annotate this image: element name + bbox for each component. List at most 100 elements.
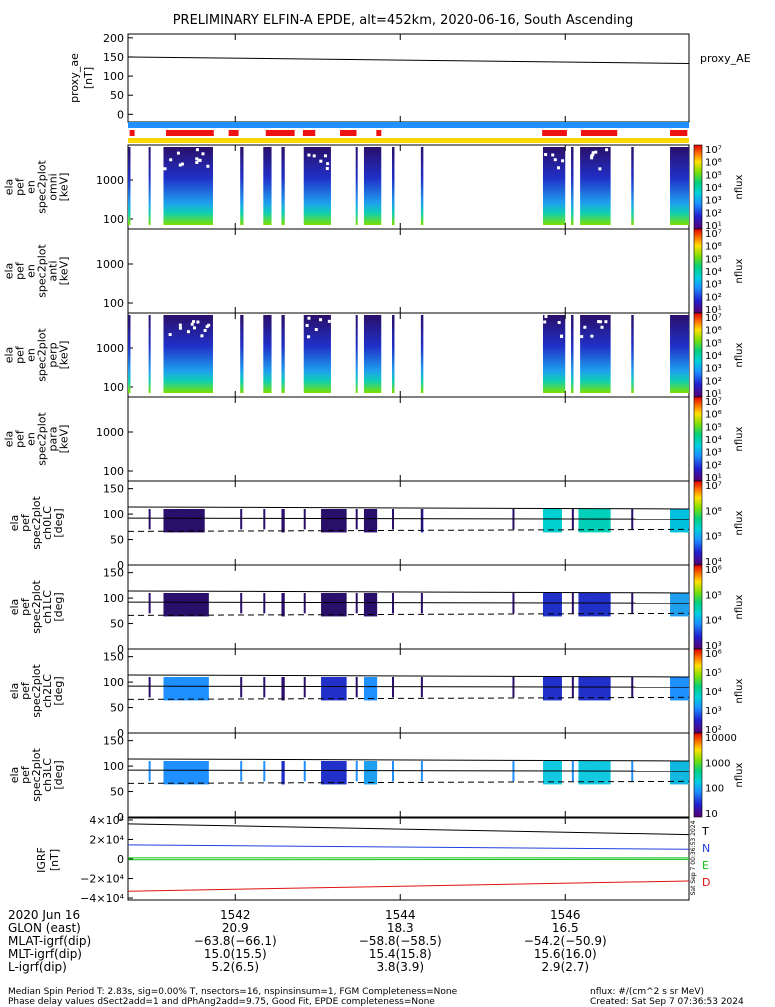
energy-panel-1-flux-block [263, 147, 271, 225]
energy-panel-1-speckle [605, 148, 608, 151]
pa-panel-3-colorbar-tick: 10⁵ [705, 668, 722, 679]
energy-panel-1-colorbar-tick: 10⁴ [705, 183, 722, 194]
energy-panel-3-speckle [179, 324, 182, 327]
energy-panel-3-flux-block [240, 315, 243, 393]
pa-panel-1-ytick-label: 150 [103, 483, 124, 496]
proxy-ae-ytick-label: 50 [110, 89, 124, 102]
igrf-ytick-label: −2×10⁴ [80, 873, 124, 886]
xaxis-row-value: 5.2(6.5) [211, 960, 259, 974]
pa-panel-4-colorbar-label: nflux [734, 762, 745, 787]
energy-panel-2-colorbar [694, 229, 702, 313]
energy-panel-1-speckle [551, 153, 554, 156]
energy-panel-3-speckle [544, 315, 547, 318]
energy-panel-1-colorbar-tick: 10⁶ [705, 158, 722, 169]
energy-panel-1-ytick-label: 100 [103, 213, 124, 226]
pa-panel-1-flux-line [240, 509, 242, 529]
igrf-T-line [128, 824, 689, 835]
pa-panel-2-flux-block [578, 593, 610, 616]
footer-right-2: Created: Sat Sep 7 07:36:53 2024 [590, 997, 744, 1007]
energy-panel-3-flux-block [128, 315, 130, 393]
energy-panel-4-colorbar-label: nflux [734, 426, 745, 451]
pa-panel-4-colorbar-tick: 100 [705, 784, 724, 795]
pa-panel-3-ytick-label: 100 [103, 676, 124, 689]
energy-panel-3-speckle [169, 333, 172, 336]
red-interval-bar [670, 130, 687, 136]
energy-panel-1-speckle [195, 157, 198, 160]
igrf-D-line [128, 881, 689, 891]
energy-panel-1-flux-block [571, 147, 573, 225]
igrf-T-legend: T [701, 825, 709, 838]
pa-panel-3-flux-line [263, 677, 265, 697]
pa-panel-1-flux-line [392, 509, 394, 529]
energy-panel-3-colorbar [694, 313, 702, 397]
energy-panel-4-colorbar [694, 397, 702, 481]
pa-panel-3-ylabel-line: [deg] [52, 676, 65, 705]
energy-panel-3-speckle [204, 329, 207, 332]
energy-panel-3-speckle [207, 324, 210, 327]
energy-panel-3-speckle [200, 334, 203, 337]
pa-panel-2-flux-line [263, 593, 265, 613]
pa-panel-3-flux-block [163, 677, 208, 700]
energy-panel-2-colorbar-tick: 10² [705, 292, 722, 303]
energy-panel-1-speckle [206, 165, 209, 168]
energy-panel-1-flux-block [631, 147, 633, 225]
pa-panel-1-ytick-label: 50 [110, 534, 124, 547]
xaxis-row-value: 16.5 [552, 921, 579, 935]
energy-panel-1-speckle [554, 158, 557, 161]
energy-panel-1-colorbar [694, 145, 702, 229]
energy-panel-3-flux-block [163, 315, 213, 393]
pa-panel-4-flux-block [364, 761, 377, 784]
pa-panel-2-colorbar-tick: 10⁶ [705, 565, 722, 576]
pa-panel-2-ylabel-line: [deg] [52, 592, 65, 621]
pa-panel-1-flux-line [304, 509, 306, 529]
xaxis-row-value: 2.9(2.7) [541, 960, 589, 974]
pa-panel-1-flux-block [163, 509, 204, 532]
energy-panel-1-speckle [591, 153, 594, 156]
energy-panel-3-speckle [543, 320, 546, 323]
energy-panel-3-colorbar-label: nflux [734, 342, 745, 367]
energy-panel-2-frame [128, 229, 689, 313]
energy-panel-2-colorbar-label: nflux [734, 258, 745, 283]
pa-panel-3-upper-boundary [128, 675, 689, 677]
energy-panel-3-speckle [187, 330, 190, 333]
energy-panel-1-speckle [324, 154, 327, 157]
energy-panel-2-colorbar-tick: 10³ [705, 280, 722, 291]
energy-panel-3-ytick-label: 100 [103, 381, 124, 394]
proxy-ae-ytick-label: 100 [103, 70, 124, 83]
pa-panel-2-colorbar-tick: 10⁴ [705, 616, 722, 627]
energy-panel-3-colorbar-tick: 10⁴ [705, 351, 722, 362]
energy-panel-1-speckle [313, 154, 316, 157]
energy-panel-3-ylabel-line: [keV] [58, 341, 71, 370]
xaxis-row-value: 1542 [220, 908, 251, 922]
igrf-N-legend: N [702, 842, 710, 855]
energy-panel-1-colorbar-tick: 10⁵ [705, 170, 722, 181]
energy-panel-1-flux-block [149, 147, 151, 225]
pa-panel-2-flux-line [304, 593, 306, 613]
proxy-ae-series-line [128, 57, 689, 64]
energy-panel-3-speckle [193, 326, 196, 329]
pa-panel-3-colorbar-tick: 10⁶ [705, 649, 722, 660]
proxy-ae-ylabel-1: proxy_ae [68, 53, 81, 103]
pa-panel-3-colorbar [694, 649, 702, 733]
energy-panel-3-speckle [580, 335, 583, 338]
figure-title: PRELIMINARY ELFIN-A EPDE, alt=452km, 202… [173, 13, 634, 28]
energy-panel-2: 1000100elapefenspec2plotanti[keV]10⁷10⁶1… [3, 229, 746, 316]
pa-panel-2-flux-line [356, 593, 358, 613]
red-interval-bar [376, 130, 381, 136]
energy-panel-1-speckle [177, 152, 180, 155]
pa-panel-1-colorbar [694, 481, 702, 565]
energy-panel-1-flux-block [304, 147, 331, 225]
energy-panel-4: 1000100elapefenspec2plotpara[keV]10⁷10⁶1… [3, 397, 746, 484]
pa-panel-4-flux-block [321, 761, 347, 784]
footer: Median Spin Period T: 2.83s, sig=0.00% T… [8, 987, 768, 1007]
energy-panel-4-colorbar-tick: 10² [705, 460, 722, 471]
energy-panel-3-speckle [307, 317, 310, 320]
pa-panel-4-colorbar-tick: 10 [705, 809, 718, 820]
pa-panel-3-flux-line [392, 677, 394, 697]
pa-panel-1-flux-block [364, 509, 377, 532]
energy-panel-1-speckle [169, 158, 172, 161]
pa-panel-4-flux-line [356, 761, 358, 781]
energy-panel-3-speckle [306, 324, 309, 327]
pa-panel-2-upper-boundary [128, 591, 689, 593]
pa-panel-3-flux-block [281, 677, 284, 700]
